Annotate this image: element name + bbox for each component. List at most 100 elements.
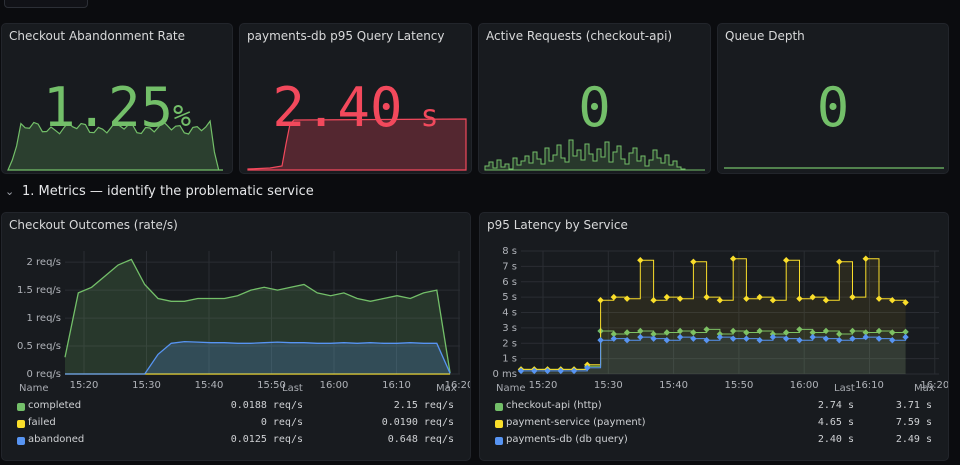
legend-header-name: Name xyxy=(19,383,49,394)
data-point[interactable] xyxy=(889,297,896,304)
legend-max: 2.15 req/s xyxy=(393,400,454,411)
panel-title: Queue Depth xyxy=(725,29,805,43)
top-toolbar-button[interactable] xyxy=(4,0,88,8)
stat-panel-abandonment[interactable]: Checkout Abandonment Rate 1.25% xyxy=(1,23,233,174)
y-tick-label: 1 s xyxy=(502,354,517,365)
x-tick-label: 15:40 xyxy=(195,380,224,391)
outcomes-legend: Name Last Max completed 0.0188 req/s 2.1… xyxy=(2,383,470,460)
data-point[interactable] xyxy=(809,293,816,301)
x-tick-label: 15:50 xyxy=(257,380,286,391)
latency-chart[interactable]: 0 ms 1 s 2 s 3 s 4 s 5 s 6 s 7 s 8 s 15:20 15:30 15… xyxy=(480,233,949,403)
x-tick-label: 15:40 xyxy=(659,380,688,391)
sparkline-db-latency xyxy=(247,118,467,171)
legend-color-swatch xyxy=(495,420,503,428)
data-point[interactable] xyxy=(822,327,830,335)
data-point[interactable] xyxy=(729,327,737,335)
y-tick-label: 7 s xyxy=(502,261,517,272)
legend-max: 0.648 req/s xyxy=(387,434,454,445)
row-title: 1. Metrics — identify the problematic se… xyxy=(22,184,314,199)
legend-color-swatch xyxy=(17,403,25,411)
data-point[interactable] xyxy=(676,295,684,302)
data-point[interactable] xyxy=(703,336,710,344)
stat-panel-db-latency[interactable]: payments-db p95 Query Latency 2.40 s xyxy=(239,23,472,174)
data-point[interactable] xyxy=(637,327,644,335)
data-point[interactable] xyxy=(610,293,618,301)
row-header-metrics[interactable]: ⌄ 1. Metrics — identify the problematic … xyxy=(0,178,960,208)
legend-last: 4.65 s xyxy=(817,417,854,428)
data-point[interactable] xyxy=(650,335,657,342)
stat-panel-active-requests[interactable]: Active Requests (checkout-api) 0 xyxy=(478,23,711,174)
data-point[interactable] xyxy=(676,333,684,341)
data-point[interactable] xyxy=(889,336,896,344)
data-point[interactable] xyxy=(650,297,657,304)
legend-item-payment-service[interactable]: payment-service (payment) 4.65 s 7.59 s xyxy=(480,417,948,433)
data-point[interactable] xyxy=(584,364,591,372)
data-point[interactable] xyxy=(729,255,737,262)
y-tick-label: 0 req/s xyxy=(26,369,61,380)
y-tick-label: 8 s xyxy=(502,246,517,257)
stat-number: 0 xyxy=(578,76,611,139)
legend-name: completed xyxy=(28,400,82,411)
data-point[interactable] xyxy=(902,328,909,336)
data-point[interactable] xyxy=(862,329,869,336)
data-point[interactable] xyxy=(703,293,710,301)
series-line-abandoned xyxy=(65,340,451,375)
y-tick-label: 2 req/s xyxy=(26,257,61,268)
data-point[interactable] xyxy=(796,336,803,344)
legend-header-max: Max xyxy=(436,383,457,394)
series-area-payment-service-payment- xyxy=(521,258,906,374)
legend-item-checkout-api[interactable]: checkout-api (http) 2.74 s 3.71 s xyxy=(480,400,948,416)
x-tick-label: 15:20 xyxy=(529,380,558,391)
y-tick-label: 2 s xyxy=(502,338,517,349)
data-point[interactable] xyxy=(849,335,856,342)
data-point[interactable] xyxy=(517,367,525,375)
chevron-down-icon[interactable]: ⌄ xyxy=(5,185,15,198)
data-point[interactable] xyxy=(796,295,803,302)
x-tick-label: 15:30 xyxy=(594,380,623,391)
legend-header-max: Max xyxy=(914,383,935,394)
data-point[interactable] xyxy=(610,330,618,338)
legend-name: payments-db (db query) xyxy=(506,434,628,445)
stat-unit-spacer xyxy=(402,99,420,134)
data-point[interactable] xyxy=(756,336,763,344)
legend-item-completed[interactable]: completed 0.0188 req/s 2.15 req/s xyxy=(2,400,470,416)
x-tick-label: 16:10 xyxy=(855,380,884,391)
legend-name: failed xyxy=(28,417,56,428)
legend-item-abandoned[interactable]: abandoned 0.0125 req/s 0.648 req/s xyxy=(2,434,470,450)
data-point[interactable] xyxy=(769,333,777,341)
y-tick-label: 5 s xyxy=(502,292,517,303)
panel-p95-latency[interactable]: p95 Latency by Service 0 ms 1 s 2 s 3 s 4 s 5… xyxy=(479,212,949,461)
data-point[interactable] xyxy=(756,327,763,335)
data-point[interactable] xyxy=(570,367,578,375)
data-point[interactable] xyxy=(822,335,830,342)
data-point[interactable] xyxy=(796,326,803,333)
data-point[interactable] xyxy=(862,333,869,341)
outcomes-chart[interactable]: 0 req/s 0.5 req/s 1 req/s 1.5 req/s 2 req/s 1… xyxy=(2,233,471,403)
panel-title: Active Requests (checkout-api) xyxy=(486,29,673,43)
data-point[interactable] xyxy=(610,335,618,342)
data-point[interactable] xyxy=(663,336,671,344)
stat-number: 2.40 xyxy=(272,76,403,139)
legend-header-last: Last xyxy=(834,383,855,394)
data-point[interactable] xyxy=(849,327,856,335)
legend-last: 0.0125 req/s xyxy=(230,434,303,445)
data-point[interactable] xyxy=(703,326,710,333)
stat-value: 1.25% xyxy=(2,76,232,139)
x-tick-label: 16:00 xyxy=(320,380,349,391)
stat-number: 1.25 xyxy=(42,76,173,139)
y-tick-label: 0 ms xyxy=(493,369,518,380)
stat-panel-queue-depth[interactable]: Queue Depth 0 xyxy=(717,23,949,174)
data-point[interactable] xyxy=(889,329,896,336)
panel-checkout-outcomes[interactable]: Checkout Outcomes (rate/s) 0 req/s 0.5 re… xyxy=(1,212,471,461)
data-point[interactable] xyxy=(769,297,777,304)
panel-title: payments-db p95 Query Latency xyxy=(247,29,445,43)
legend-header-last: Last xyxy=(282,383,303,394)
data-point[interactable] xyxy=(822,297,830,304)
legend-max: 7.59 s xyxy=(895,417,932,428)
legend-item-failed[interactable]: failed 0 req/s 0.0190 req/s xyxy=(2,417,470,433)
y-tick-label: 4 s xyxy=(502,308,517,319)
data-point[interactable] xyxy=(663,329,671,336)
legend-item-payments-db[interactable]: payments-db (db query) 2.40 s 2.49 s xyxy=(480,434,948,450)
data-point[interactable] xyxy=(729,335,737,342)
x-tick-label: 16:20 xyxy=(920,380,949,391)
